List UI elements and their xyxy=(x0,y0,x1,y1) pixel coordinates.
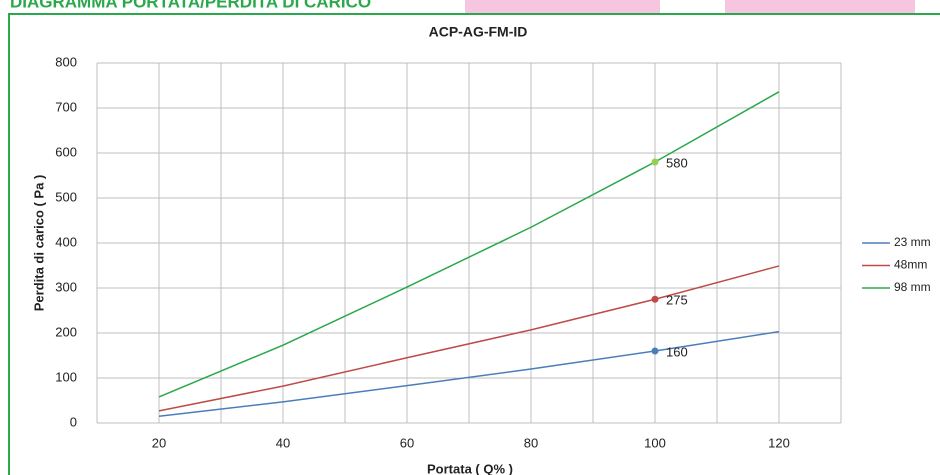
y-tick-label: 600 xyxy=(55,144,77,159)
legend-label: 98 mm xyxy=(894,280,931,294)
y-tick-label: 500 xyxy=(55,189,77,204)
data-label: 160 xyxy=(666,344,688,359)
x-tick-label: 100 xyxy=(644,435,666,450)
y-tick-label: 200 xyxy=(55,324,77,339)
x-tick-label: 80 xyxy=(524,435,538,450)
highlight-point xyxy=(651,347,659,355)
y-tick-label: 100 xyxy=(55,369,77,384)
tab xyxy=(725,0,915,14)
series-line xyxy=(158,265,780,412)
tab xyxy=(465,0,660,14)
series-line xyxy=(158,330,780,417)
y-tick-label: 400 xyxy=(55,234,77,249)
x-tick-label: 40 xyxy=(276,435,290,450)
y-tick-label: 700 xyxy=(55,99,77,114)
header: DIAGRAMMA PORTATA/PERDITA DI CARICO xyxy=(10,0,371,11)
y-tick-label: 800 xyxy=(55,54,77,69)
chart-title: ACP-AG-FM-ID xyxy=(429,24,528,40)
x-axis-label: Portata ( Q% ) xyxy=(427,461,513,475)
highlight-point xyxy=(651,158,659,166)
highlight-point xyxy=(651,295,659,303)
y-tick-label: 300 xyxy=(55,279,77,294)
x-tick-label: 60 xyxy=(400,435,414,450)
data-label: 275 xyxy=(666,293,688,308)
series-line xyxy=(158,91,780,398)
data-label: 580 xyxy=(666,155,688,170)
legend-label: 23 mm xyxy=(894,235,931,249)
frame xyxy=(8,13,940,475)
legend-label: 48mm xyxy=(894,258,927,272)
y-axis-label: Perdita di carico ( Pa ) xyxy=(31,175,46,312)
x-tick-label: 20 xyxy=(152,435,166,450)
y-tick-label: 0 xyxy=(70,414,77,429)
x-tick-label: 120 xyxy=(768,435,790,450)
